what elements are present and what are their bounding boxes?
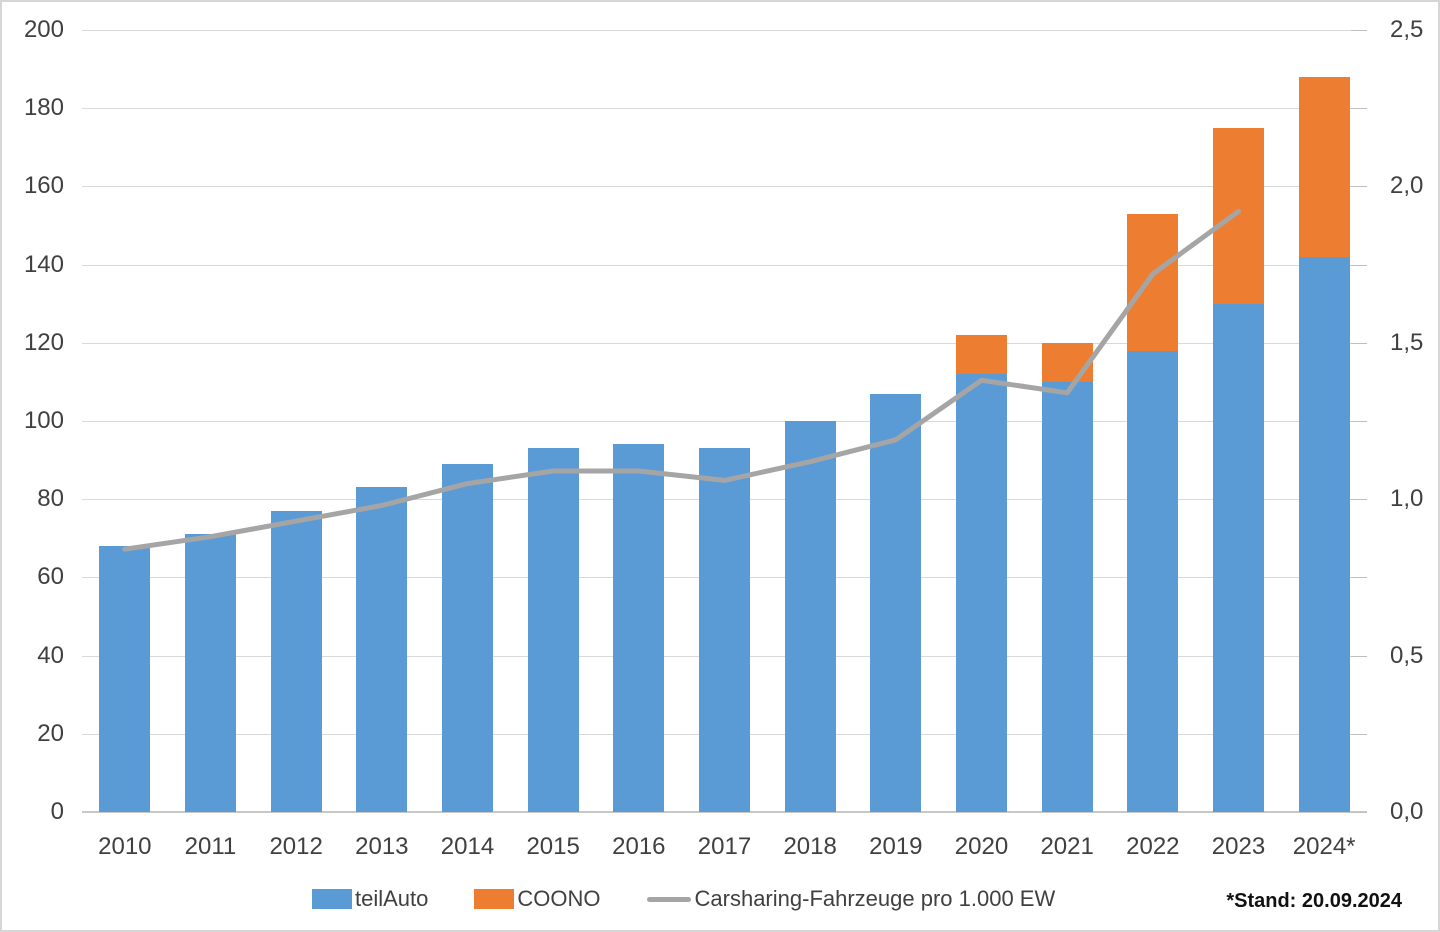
legend-item-teilAuto: teilAuto bbox=[312, 886, 428, 912]
bar-teilAuto-2014 bbox=[442, 464, 493, 812]
right-axis-tick bbox=[1351, 577, 1367, 579]
right-axis-tick bbox=[1351, 812, 1367, 813]
left-axis-label: 40 bbox=[37, 641, 64, 669]
bar-teilAuto-2015 bbox=[527, 448, 579, 812]
right-axis-tick bbox=[1351, 421, 1367, 422]
right-axis-tick bbox=[1351, 264, 1367, 266]
legend-item-Carsharing-Fahrzeuge pro 1.000 EW: Carsharing-Fahrzeuge pro 1.000 EW bbox=[646, 886, 1056, 912]
bar-teilAuto-2010 bbox=[99, 546, 151, 812]
x-axis-label-2024*: 2024* bbox=[1292, 833, 1356, 860]
x-axis-label-2011: 2011 bbox=[184, 833, 237, 860]
legend-line-marker bbox=[646, 896, 691, 902]
right-axis-tick bbox=[1351, 655, 1367, 657]
x-axis-line bbox=[82, 811, 1367, 813]
legend-swatch-COONO bbox=[474, 889, 515, 909]
gridline bbox=[82, 30, 1367, 31]
gridline bbox=[82, 186, 1367, 188]
bar-COONO-2020 bbox=[956, 334, 1007, 375]
right-axis-label: 0,0 bbox=[1390, 798, 1424, 825]
legend-label: Carsharing-Fahrzeuge pro 1.000 EW bbox=[694, 886, 1056, 911]
bar-COONO-2023 bbox=[1213, 127, 1264, 304]
bar-teilAuto-2013 bbox=[356, 487, 408, 812]
bar-teilAuto-2019 bbox=[870, 393, 922, 812]
bar-teilAuto-2024* bbox=[1298, 256, 1350, 812]
x-axis-label-2012: 2012 bbox=[269, 833, 323, 860]
bar-teilAuto-2012 bbox=[270, 510, 322, 812]
bar-teilAuto-2016 bbox=[613, 444, 665, 812]
x-axis-label-2019: 2019 bbox=[869, 833, 923, 860]
left-axis-label: 140 bbox=[23, 250, 64, 278]
legend-label: COONO bbox=[517, 886, 601, 911]
legend: teilAuto COONO Carsharing-Fahrzeuge pro 1.… bbox=[312, 886, 1055, 912]
left-axis-label: 60 bbox=[37, 563, 64, 591]
x-axis-label-2010: 2010 bbox=[98, 833, 152, 860]
bar-teilAuto-2020 bbox=[956, 374, 1007, 812]
left-axis-label: 0 bbox=[50, 798, 64, 825]
x-axis-label-2023: 2023 bbox=[1211, 833, 1266, 860]
right-axis-label: 2,0 bbox=[1390, 172, 1424, 200]
legend-swatch-teilAuto bbox=[312, 889, 352, 909]
right-axis-label: 0,5 bbox=[1390, 641, 1424, 669]
right-axis-label: 1,5 bbox=[1390, 328, 1424, 356]
left-axis-label: 180 bbox=[23, 94, 64, 122]
footnote: *Stand: 20.09.2024 bbox=[1226, 890, 1402, 912]
left-axis-label: 160 bbox=[23, 172, 64, 200]
left-axis-label: 200 bbox=[23, 16, 64, 43]
gridline bbox=[82, 108, 1367, 110]
bar-teilAuto-2017 bbox=[699, 448, 750, 812]
legend-label: teilAuto bbox=[355, 886, 429, 911]
right-axis-tick bbox=[1351, 186, 1367, 188]
x-axis-label-2015: 2015 bbox=[526, 833, 580, 860]
right-axis-tick bbox=[1351, 342, 1367, 344]
x-axis-label-2021: 2021 bbox=[1040, 833, 1094, 860]
x-axis-label-2018: 2018 bbox=[783, 833, 837, 860]
right-axis-label: 2,5 bbox=[1390, 16, 1424, 43]
legend-item-COONO: COONO bbox=[474, 886, 601, 912]
right-axis-tick bbox=[1351, 499, 1367, 501]
right-axis-tick bbox=[1351, 30, 1367, 31]
x-axis-label-2022: 2022 bbox=[1126, 833, 1180, 860]
x-axis-label-2014: 2014 bbox=[440, 833, 495, 860]
left-axis-label: 120 bbox=[23, 328, 64, 356]
left-axis-label: 100 bbox=[23, 407, 64, 434]
right-axis-label: 1,0 bbox=[1390, 485, 1424, 513]
bar-teilAuto-2023 bbox=[1213, 303, 1264, 812]
x-axis-label-2020: 2020 bbox=[954, 833, 1009, 860]
bar-teilAuto-2011 bbox=[185, 534, 236, 812]
left-axis-label: 80 bbox=[37, 485, 64, 513]
bar-COONO-2022 bbox=[1127, 213, 1179, 351]
bar-COONO-2024* bbox=[1298, 76, 1350, 257]
bar-teilAuto-2018 bbox=[784, 421, 836, 812]
bar-teilAuto-2021 bbox=[1041, 381, 1093, 812]
right-axis-tick bbox=[1351, 108, 1367, 110]
x-axis-label-2013: 2013 bbox=[355, 833, 409, 860]
left-axis-label: 20 bbox=[37, 719, 64, 747]
right-axis-tick bbox=[1351, 733, 1367, 735]
bar-COONO-2021 bbox=[1041, 342, 1093, 382]
x-axis-label-2016: 2016 bbox=[612, 833, 666, 860]
bar-teilAuto-2022 bbox=[1127, 350, 1179, 812]
x-axis-label-2017: 2017 bbox=[697, 833, 752, 860]
